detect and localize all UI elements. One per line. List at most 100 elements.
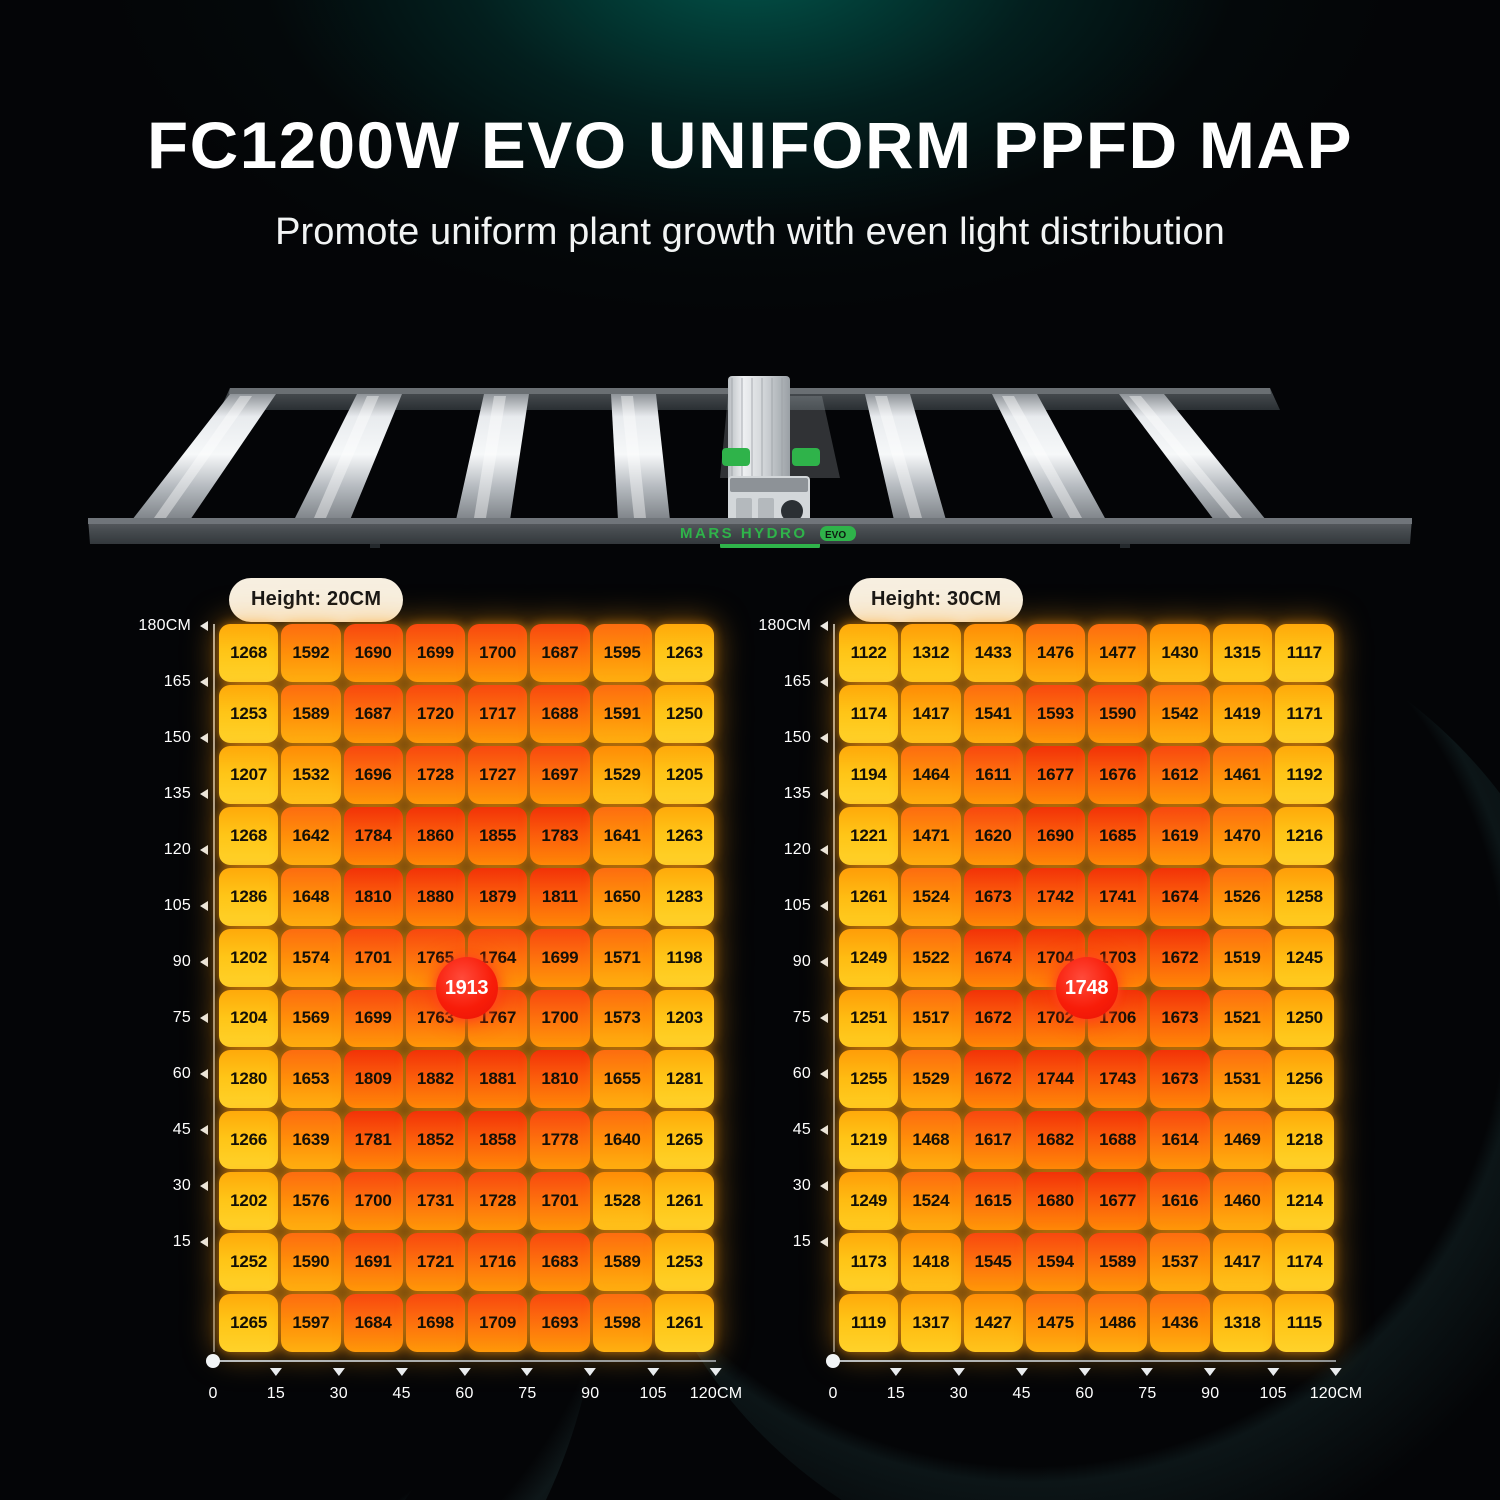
y-axis-tick-label: 60 — [792, 1065, 811, 1082]
y-axis: 180CM 165 150 135 120 105 90 75 60 45 30 15 — [138, 617, 215, 1352]
ppfd-cell: 1214 — [1274, 1172, 1334, 1231]
ppfd-cell: 1418 — [901, 1233, 961, 1292]
y-axis-tick-label: 150 — [783, 729, 811, 746]
ppfd-cell: 1461 — [1212, 745, 1272, 804]
ppfd-cell: 1476 — [1025, 624, 1085, 682]
product-image-led-grow-light: MARS HYDRO EVO — [80, 348, 1420, 548]
ppfd-cell: 1860 — [405, 806, 465, 865]
ppfd-cell: 1255 — [839, 1050, 899, 1109]
ppfd-cell: 1528 — [592, 1172, 652, 1231]
ppfd-cell: 1541 — [963, 684, 1023, 743]
led-bars — [132, 394, 1266, 520]
ppfd-cell: 1687 — [343, 684, 403, 743]
ppfd-cell: 1589 — [592, 1233, 652, 1292]
ppfd-cell: 1673 — [1150, 989, 1210, 1048]
ppfd-cell: 1315 — [1212, 624, 1272, 682]
x-axis-tick-label: 0 — [828, 1385, 838, 1402]
x-axis-tick-arrow-icon — [1141, 1368, 1154, 1376]
ppfd-cell: 1688 — [1088, 1111, 1148, 1170]
ppfd-cell: 1522 — [901, 928, 961, 987]
x-axis-tick-label: 90 — [1201, 1385, 1220, 1402]
y-axis-tick: 60 — [793, 1065, 833, 1083]
ppfd-cell: 1417 — [901, 684, 961, 743]
ppfd-cell: 1685 — [1088, 806, 1148, 865]
y-axis-tick-label: 120 — [783, 841, 811, 858]
y-axis-tick: 165 — [164, 673, 213, 691]
ppfd-cell: 1653 — [281, 1050, 341, 1109]
ppfd-cell: 1879 — [468, 867, 528, 926]
y-axis-tick-arrow-icon — [200, 1181, 208, 1191]
ppfd-panel-20cm: Height: 20CM 180CM 165 150 135 120 105 90 75 60 45… — [125, 578, 745, 1418]
ppfd-cell: 1475 — [1025, 1294, 1085, 1352]
y-axis-tick-arrow-icon — [200, 733, 208, 743]
ppfd-cell: 1810 — [530, 1050, 590, 1109]
y-axis-tick: 150 — [784, 729, 833, 747]
ppfd-cell: 1203 — [654, 989, 714, 1048]
ppfd-cell: 1119 — [839, 1294, 899, 1352]
y-axis-tick-arrow-icon — [820, 1069, 828, 1079]
y-axis-tick-label: 135 — [783, 785, 811, 802]
ppfd-cell: 1281 — [654, 1050, 714, 1109]
ppfd-cell: 1573 — [592, 989, 652, 1048]
y-axis-tick-label: 60 — [172, 1065, 191, 1082]
ppfd-cell: 1727 — [468, 745, 528, 804]
ppfd-cell: 1881 — [468, 1050, 528, 1109]
y-axis-tick-arrow-icon — [200, 677, 208, 687]
y-axis-tick: 105 — [164, 897, 213, 915]
ppfd-cell: 1576 — [281, 1172, 341, 1231]
y-axis-tick-label: 165 — [783, 673, 811, 690]
ppfd-cell: 1677 — [1088, 1172, 1148, 1231]
x-axis-tick: 90 — [581, 1368, 599, 1403]
ppfd-cell: 1521 — [1212, 989, 1272, 1048]
ppfd-cell: 1532 — [281, 745, 341, 804]
ppfd-cell: 1468 — [901, 1111, 961, 1170]
x-axis-tick-arrow-icon — [395, 1368, 408, 1376]
ppfd-cell: 1701 — [343, 928, 403, 987]
y-axis-tick: 30 — [173, 1177, 213, 1195]
y-axis-tick-label: 135 — [163, 785, 191, 802]
ppfd-cell: 1192 — [1274, 745, 1334, 804]
ppfd-cell: 1619 — [1150, 806, 1210, 865]
y-axis-tick: 180CM — [138, 617, 213, 635]
y-axis-tick-label: 30 — [172, 1177, 191, 1194]
ppfd-cell: 1117 — [1274, 624, 1334, 682]
ppfd-cell: 1433 — [963, 624, 1023, 682]
ppfd-cell: 1594 — [1025, 1233, 1085, 1292]
ppfd-cell: 1672 — [963, 1050, 1023, 1109]
ppfd-cell: 1784 — [343, 806, 403, 865]
ppfd-cell: 1687 — [530, 624, 590, 682]
y-axis-tick-label: 180CM — [758, 617, 811, 634]
ppfd-cell: 1728 — [468, 1172, 528, 1231]
ppfd-cell: 1778 — [530, 1111, 590, 1170]
ppfd-cell: 1216 — [1274, 806, 1334, 865]
ppfd-cell: 1700 — [468, 624, 528, 682]
ppfd-cell: 1611 — [963, 745, 1023, 804]
x-axis-tick: 30 — [950, 1368, 968, 1403]
x-axis-tick-label: 15 — [886, 1385, 905, 1402]
x-axis: 0 15 30 45 60 75 90 105 120CM — [826, 1354, 1362, 1402]
y-axis-tick-arrow-icon — [200, 1237, 208, 1247]
ppfd-cell: 1569 — [281, 989, 341, 1048]
y-axis-tick-arrow-icon — [200, 845, 208, 855]
ppfd-cell: 1464 — [901, 745, 961, 804]
ppfd-cell: 1673 — [963, 867, 1023, 926]
ppfd-cell: 1317 — [901, 1294, 961, 1352]
ppfd-cell: 1617 — [963, 1111, 1023, 1170]
ppfd-cell: 1709 — [468, 1294, 528, 1352]
x-axis-tick-arrow-icon — [332, 1368, 345, 1376]
brand-badge — [820, 526, 856, 541]
x-axis-tick: 45 — [393, 1368, 411, 1403]
ppfd-cell: 1720 — [405, 684, 465, 743]
y-axis-tick-arrow-icon — [200, 789, 208, 799]
ppfd-cell: 1542 — [1150, 684, 1210, 743]
ppfd-cell: 1810 — [343, 867, 403, 926]
y-axis-tick-arrow-icon — [820, 901, 828, 911]
ppfd-cell: 1470 — [1212, 806, 1272, 865]
ppfd-cell: 1690 — [1025, 806, 1085, 865]
ppfd-cell: 1672 — [963, 989, 1023, 1048]
ppfd-cell: 1202 — [219, 928, 279, 987]
ppfd-cell: 1477 — [1088, 624, 1148, 682]
ppfd-cell: 1701 — [530, 1172, 590, 1231]
ppfd-cell: 1430 — [1150, 624, 1210, 682]
ppfd-cell: 1811 — [530, 867, 590, 926]
